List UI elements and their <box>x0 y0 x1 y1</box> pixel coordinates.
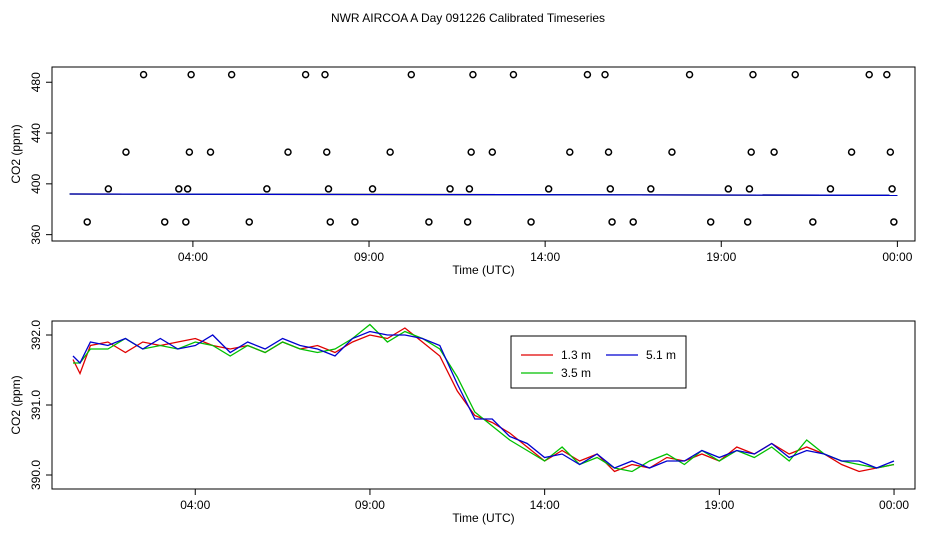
data-point <box>407 70 416 79</box>
y-tick-label: 390.0 <box>29 460 43 490</box>
x-axis-label: Time (UTC) <box>452 511 514 525</box>
data-point <box>187 70 195 79</box>
data-point <box>465 185 474 193</box>
data-point <box>183 185 192 193</box>
y-axis-label: CO2 (ppm) <box>9 375 23 434</box>
data-point <box>583 70 592 79</box>
data-point <box>83 218 91 226</box>
plot-frame <box>51 320 916 490</box>
data-point <box>122 148 130 156</box>
x-tick-label: 00:00 <box>879 498 909 512</box>
data-point <box>770 148 778 156</box>
data-point <box>604 148 613 156</box>
data-point <box>301 70 310 79</box>
data-point <box>847 148 856 156</box>
data-point <box>791 70 799 79</box>
y-axis-label: CO2 (ppm) <box>9 124 23 183</box>
series-line-3-5-m <box>73 323 895 473</box>
data-point <box>890 218 898 226</box>
x-tick-label: 14:00 <box>530 498 560 512</box>
x-tick-label: 00:00 <box>882 250 912 264</box>
data-point <box>463 218 472 226</box>
data-point <box>601 70 609 79</box>
plot-frame <box>51 66 916 242</box>
data-point <box>865 70 873 79</box>
x-tick-label: 14:00 <box>530 250 560 264</box>
data-point <box>883 70 891 79</box>
y-tick-label: 440 <box>29 123 43 143</box>
x-tick-label: 09:00 <box>354 250 384 264</box>
data-point <box>446 185 454 193</box>
data-point <box>160 218 169 226</box>
data-point <box>284 148 292 156</box>
data-point <box>544 185 553 193</box>
data-point <box>425 218 433 226</box>
data-point <box>323 148 331 156</box>
x-tick-label: 19:00 <box>704 498 734 512</box>
data-point <box>326 218 335 226</box>
data-point <box>182 218 190 226</box>
line-panel: 04:00 09:00 14:00 19:00 00:00 Time (UTC) 390.0… <box>9 320 916 525</box>
data-point <box>509 70 518 79</box>
data-point <box>629 218 637 226</box>
data-point <box>206 148 215 156</box>
data-point <box>139 70 148 79</box>
data-point <box>324 185 333 193</box>
legend-entry: 3.5 m <box>561 366 591 380</box>
data-point <box>886 148 895 156</box>
x-tick-label: 19:00 <box>706 250 736 264</box>
y-tick-label: 480 <box>29 72 43 92</box>
data-point <box>469 70 477 79</box>
y-tick-label: 360 <box>29 224 43 244</box>
data-point <box>747 148 755 156</box>
data-point <box>185 148 194 156</box>
data-point <box>245 218 254 226</box>
data-point <box>321 70 329 79</box>
data-point <box>368 185 377 193</box>
series-line-5-1-m <box>72 330 895 469</box>
series-line-2 <box>69 193 898 196</box>
scatter-panel: 04:00 09:00 14:00 19:00 00:00 Time (UTC) 360 40… <box>9 66 916 277</box>
x-tick-label: 04:00 <box>178 250 208 264</box>
x-axis-label: Time (UTC) <box>452 263 514 277</box>
data-point <box>888 185 896 193</box>
data-point <box>647 185 655 193</box>
legend: 1.3 m 3.5 m 5.1 m <box>510 335 687 389</box>
data-point <box>826 185 835 193</box>
legend-entry: 5.1 m <box>646 348 676 362</box>
data-point <box>749 70 757 79</box>
data-point <box>263 185 271 193</box>
data-point <box>745 185 754 193</box>
x-tick-label: 04:00 <box>180 498 210 512</box>
data-point <box>351 218 359 226</box>
data-point <box>227 70 236 79</box>
legend-entry: 1.3 m <box>561 348 591 362</box>
data-point <box>527 218 535 226</box>
data-point <box>566 148 574 156</box>
series-line-1-3-m <box>72 327 895 473</box>
x-tick-label: 09:00 <box>355 498 385 512</box>
figure-title: NWR AIRCOA A Day 091226 Calibrated Times… <box>331 11 605 25</box>
data-point <box>706 218 715 226</box>
legend-box <box>510 335 687 389</box>
data-point <box>809 218 817 226</box>
data-point <box>608 218 616 226</box>
data-point <box>606 185 615 193</box>
data-point <box>724 185 733 193</box>
data-point <box>175 185 183 193</box>
data-point <box>104 185 113 193</box>
data-point <box>685 70 694 79</box>
data-point <box>467 148 475 156</box>
data-point <box>668 148 676 156</box>
data-point <box>386 148 394 156</box>
y-tick-label: 400 <box>29 174 43 194</box>
y-tick-label: 391.0 <box>29 390 43 420</box>
data-point <box>488 148 497 156</box>
y-tick-label: 392.0 <box>29 320 43 350</box>
data-point <box>743 218 752 226</box>
